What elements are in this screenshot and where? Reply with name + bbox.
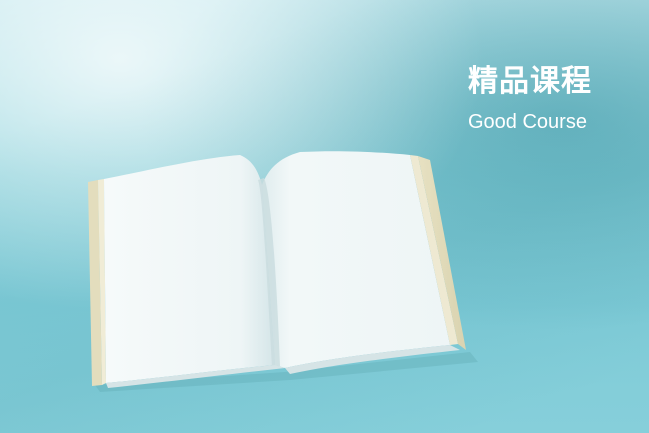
right-page <box>262 151 450 368</box>
course-title-english: Good Course <box>468 111 587 133</box>
left-page-edge <box>98 179 106 385</box>
book-shadow <box>95 352 478 392</box>
book-spine <box>258 178 280 366</box>
right-cover-edge <box>418 156 466 350</box>
left-cover-edge <box>88 180 102 386</box>
course-title-chinese: 精品课程 <box>468 64 592 99</box>
left-page <box>104 155 275 383</box>
right-bottom-rim <box>285 345 460 374</box>
left-bottom-rim <box>106 365 285 388</box>
right-page-edge <box>410 155 458 345</box>
